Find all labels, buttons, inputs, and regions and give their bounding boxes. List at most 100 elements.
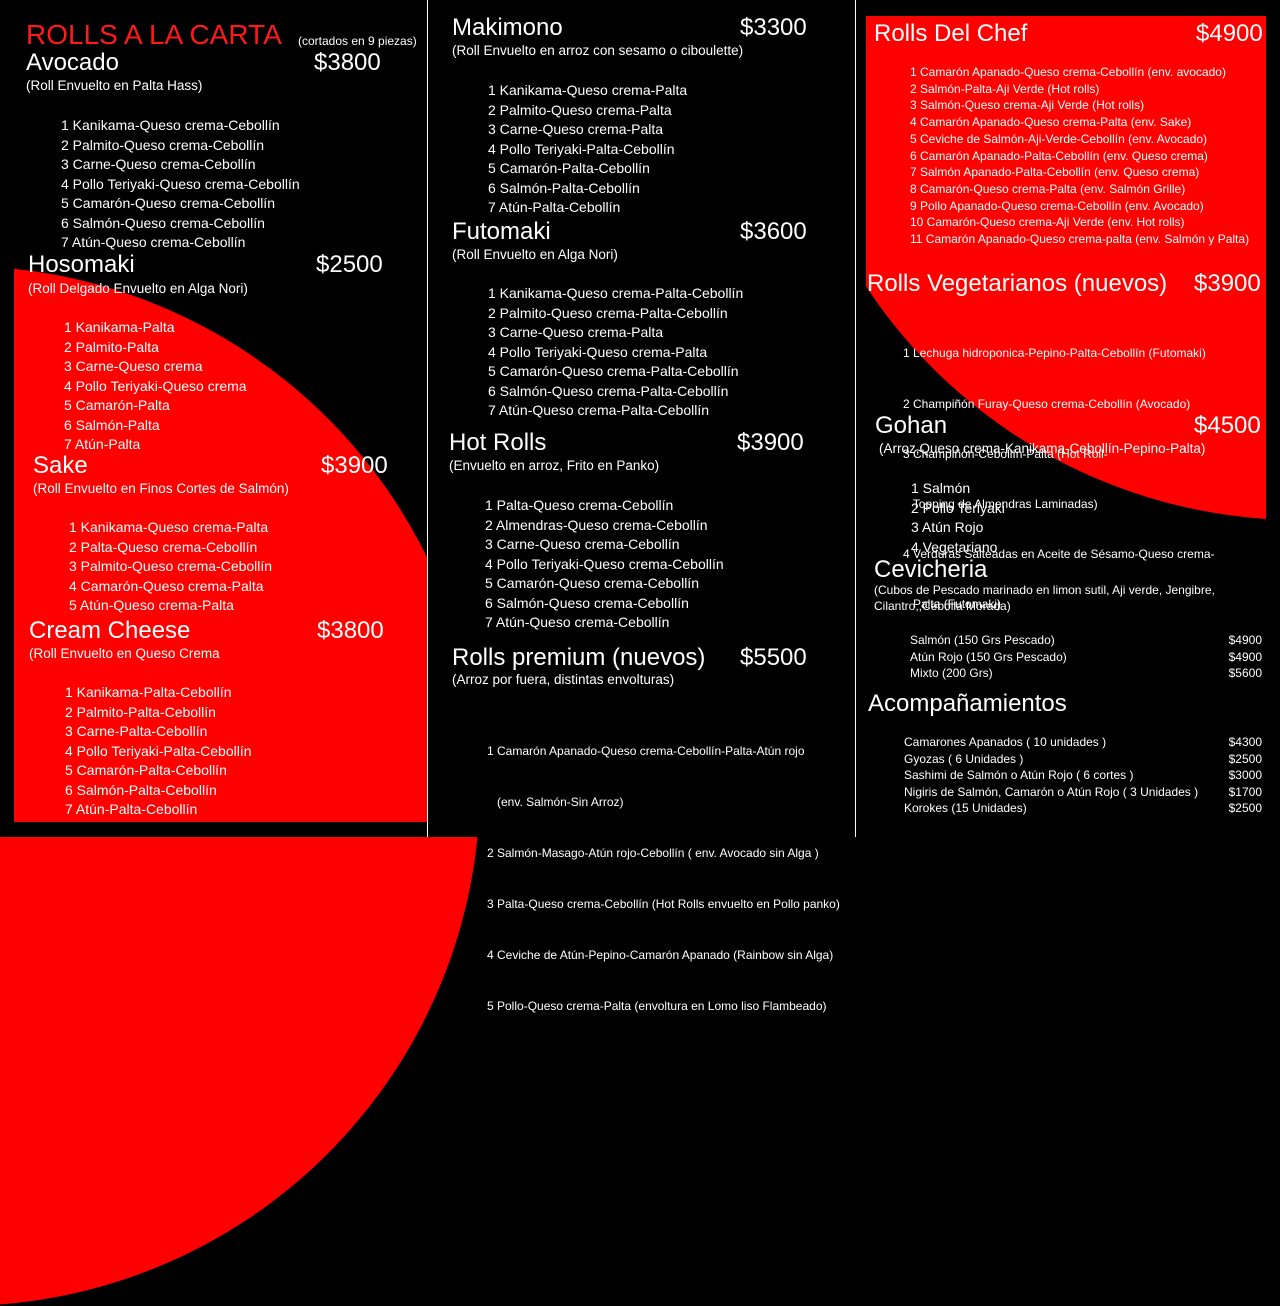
list-item: 4 Camarón-Queso crema-Palta [69, 577, 264, 594]
chef-price: $4900 [1196, 20, 1263, 47]
sake-price: $3900 [321, 452, 388, 479]
list-item: 2 Pollo Teriyaki [911, 499, 1005, 516]
list-item: 4 Pollo Teriyaki-Queso crema [64, 377, 247, 394]
list-item: 7 Atún-Palta-Cebollín [65, 801, 198, 817]
list-item: 5 Atún-Queso crema-Palta [69, 597, 234, 613]
list-item: 6 Salmón-Palta-Cebollín [488, 179, 640, 196]
item-price: $3000 [1228, 768, 1262, 782]
futomaki-list: 1 Kanikama-Queso crema-Palta-Cebollín 2 … [488, 284, 743, 421]
list-item: 4 Ceviche de Atún-Pepino-Camarón Apanado… [487, 948, 834, 962]
futomaki-price: $3600 [740, 218, 807, 245]
chef-title: Rolls Del Chef [874, 20, 1028, 47]
item-name: Atún Rojo (150 Grs Pescado) [910, 649, 1067, 664]
table-row: Korokes (15 Unidades) $2500 [904, 800, 1262, 817]
makimono-list: 1 Kanikama-Queso crema-Palta 2 Palmito-Q… [488, 81, 687, 218]
list-item: 5 Pollo-Queso crema-Palta (envoltura en … [487, 999, 827, 1013]
list-item: 9 Pollo Apanado-Queso crema-Cebollín (en… [910, 198, 1204, 213]
list-item: 1 Camarón Apanado-Queso crema-Cebollín-P… [487, 744, 805, 758]
cream-cheese-title: Cream Cheese [29, 617, 191, 644]
list-item: 5 Camarón-Queso crema-Palta-Cebollín [488, 363, 739, 379]
gohan-title: Gohan [875, 412, 948, 439]
list-item: 5 Camarón-Palta-Cebollín [488, 160, 650, 176]
left-border [0, 0, 14, 837]
table-row: Atún Rojo (150 Grs Pescado) $4900 [910, 649, 1262, 666]
item-name: Korokes (15 Unidades) [904, 801, 1027, 815]
hosomaki-list: 1 Kanikama-Palta 2 Palmito-Palta 3 Carne… [64, 318, 247, 455]
item-name: Sashimi de Salmón o Atún Rojo ( 6 cortes… [904, 768, 1134, 782]
table-row: Mixto (200 Grs) $5600 [910, 665, 1262, 682]
item-name: Gyozas ( 6 Unidades ) [904, 751, 1024, 766]
hosomaki-title: Hosomaki [28, 251, 135, 278]
cream-cheese-desc: (Roll Envuelto en Queso Crema [29, 646, 220, 661]
list-item: 1 Kanikama-Queso crema-Cebollín [61, 117, 280, 133]
list-item: 3 Salmón-Queso crema-Aji Verde (Hot roll… [910, 98, 1145, 113]
gohan-list: 1 Salmón 2 Pollo Teriyaki 3 Atún Rojo 4 … [911, 479, 1005, 557]
top-border [780, 0, 1280, 16]
list-item: Topping de Almendras Laminadas) [903, 496, 1098, 511]
sake-title: Sake [33, 452, 88, 479]
column-divider-left [427, 0, 428, 837]
item-name: Mixto (200 Grs) [910, 666, 993, 680]
cream-cheese-price: $3800 [317, 617, 384, 644]
item-price: $4900 [1228, 633, 1262, 647]
futomaki-desc: (Roll Envuelto en Alga Nori) [452, 247, 618, 262]
list-item: 2 Palta-Queso crema-Cebollín [69, 538, 258, 555]
item-price: $2500 [1228, 751, 1262, 766]
item-price: $4900 [1228, 649, 1262, 664]
list-item: 3 Carne-Queso crema-Cebollín [485, 536, 680, 552]
list-item: 6 Salmón-Queso crema-Cebollín [61, 214, 265, 231]
list-item: 1 Palta-Queso crema-Cebollín [485, 497, 674, 513]
list-item: 2 Salmón-Masago-Atún rojo-Cebollín ( env… [487, 846, 819, 860]
list-item: 4 Pollo Teriyaki-Palta-Cebollín [65, 742, 252, 759]
hot-rolls-title: Hot Rolls [449, 429, 547, 456]
cevicheria-desc-1: (Cubos de Pescado marinado en limon suti… [874, 583, 1215, 597]
list-item: 3 Carne-Queso crema-Palta [488, 121, 664, 137]
list-item: 4 Pollo Teriyaki-Queso crema-Cebollín [485, 555, 724, 572]
list-item: 3 Carne-Queso crema [64, 358, 203, 374]
list-item: 4 Vegetariano [911, 538, 998, 555]
table-row: Camarones Apanados ( 10 unidades ) $4300 [904, 734, 1262, 751]
cevicheria-desc-2: Cilantro,,Cebolla Morada) [874, 599, 1011, 613]
cream-cheese-list: 1 Kanikama-Palta-Cebollín 2 Palmito-Palt… [65, 683, 252, 820]
list-item: 3 Carne-Queso crema-Palta [488, 324, 664, 340]
list-item: 7 Salmón Apanado-Palta-Cebollín (env. Qu… [910, 165, 1200, 180]
list-item: 3 Palmito-Queso crema-Cebollín [69, 558, 273, 574]
sake-list: 1 Kanikama-Queso crema-Palta 2 Palta-Que… [69, 518, 272, 616]
item-name: Nigiris de Salmón, Camarón o Atún Rojo (… [904, 784, 1199, 799]
item-price: $1700 [1228, 784, 1262, 799]
list-item: 7 Atún-Queso crema-Palta-Cebollín [488, 402, 709, 418]
list-item: 3 Palta-Queso crema-Cebollín (Hot Rolls … [487, 897, 840, 911]
list-item: 3 Champiñón-Cebollín-Palta (Hot Roll- [903, 446, 1108, 461]
premium-price: $5500 [740, 644, 807, 671]
item-price: $4300 [1228, 735, 1262, 749]
veg-list: 1 Lechuga hidroponica-Pepino-Palta-Cebol… [903, 312, 1215, 646]
chef-list: 1 Camarón Apanado-Queso crema-Cebollín (… [910, 64, 1249, 248]
list-item: 1 Kanikama-Queso crema-Palta-Cebollín [488, 285, 744, 301]
list-item: 7 Atún-Palta [64, 436, 141, 452]
table-row: Gyozas ( 6 Unidades ) $2500 [904, 751, 1262, 768]
column-divider-right [855, 0, 856, 837]
veg-price: $3900 [1194, 270, 1261, 297]
list-item: 5 Ceviche de Salmón-Aji-Verde-Cebollín (… [910, 131, 1208, 146]
list-item: 4 Pollo Teriyaki-Queso crema-Cebollín [61, 175, 300, 192]
main-title: ROLLS A LA CARTA [26, 19, 282, 50]
list-item: 2 Palmito-Queso crema-Palta [488, 101, 672, 118]
list-item: 3 Carne-Palta-Cebollín [65, 723, 208, 739]
avocado-desc: (Roll Envuelto en Palta Hass) [26, 78, 203, 93]
list-item: 7 Atún-Queso crema-Cebollín [61, 234, 246, 250]
item-price: $2500 [1228, 801, 1262, 815]
item-name: Salmón (150 Grs Pescado) [910, 633, 1055, 647]
list-item: 8 Camarón-Queso crema-Palta (env. Salmón… [910, 181, 1186, 196]
list-item: 2 Salmón-Palta-Aji Verde (Hot rolls) [910, 81, 1100, 96]
list-item: 1 Kanikama-Queso crema-Palta [488, 82, 688, 98]
list-item: Palta (Futomaki) [903, 596, 1002, 611]
list-item: 3 Carne-Queso crema-Cebollín [61, 156, 256, 172]
list-item: 2 Champiñón Furay-Queso crema-Cebollín (… [903, 396, 1191, 411]
premium-desc: (Arroz por fuera, distintas envolturas) [452, 672, 675, 687]
list-item: 10 Camarón-Queso crema-Aji Verde (env. H… [910, 215, 1185, 230]
item-name: Camarones Apanados ( 10 unidades ) [904, 735, 1107, 749]
list-item: 2 Palmito-Palta-Cebollín [65, 703, 216, 720]
hot-rolls-list: 1 Palta-Queso crema-Cebollín 2 Almendras… [485, 496, 724, 633]
list-item: 5 Camarón-Queso crema-Cebollín [485, 575, 699, 591]
hosomaki-price: $2500 [316, 251, 383, 278]
